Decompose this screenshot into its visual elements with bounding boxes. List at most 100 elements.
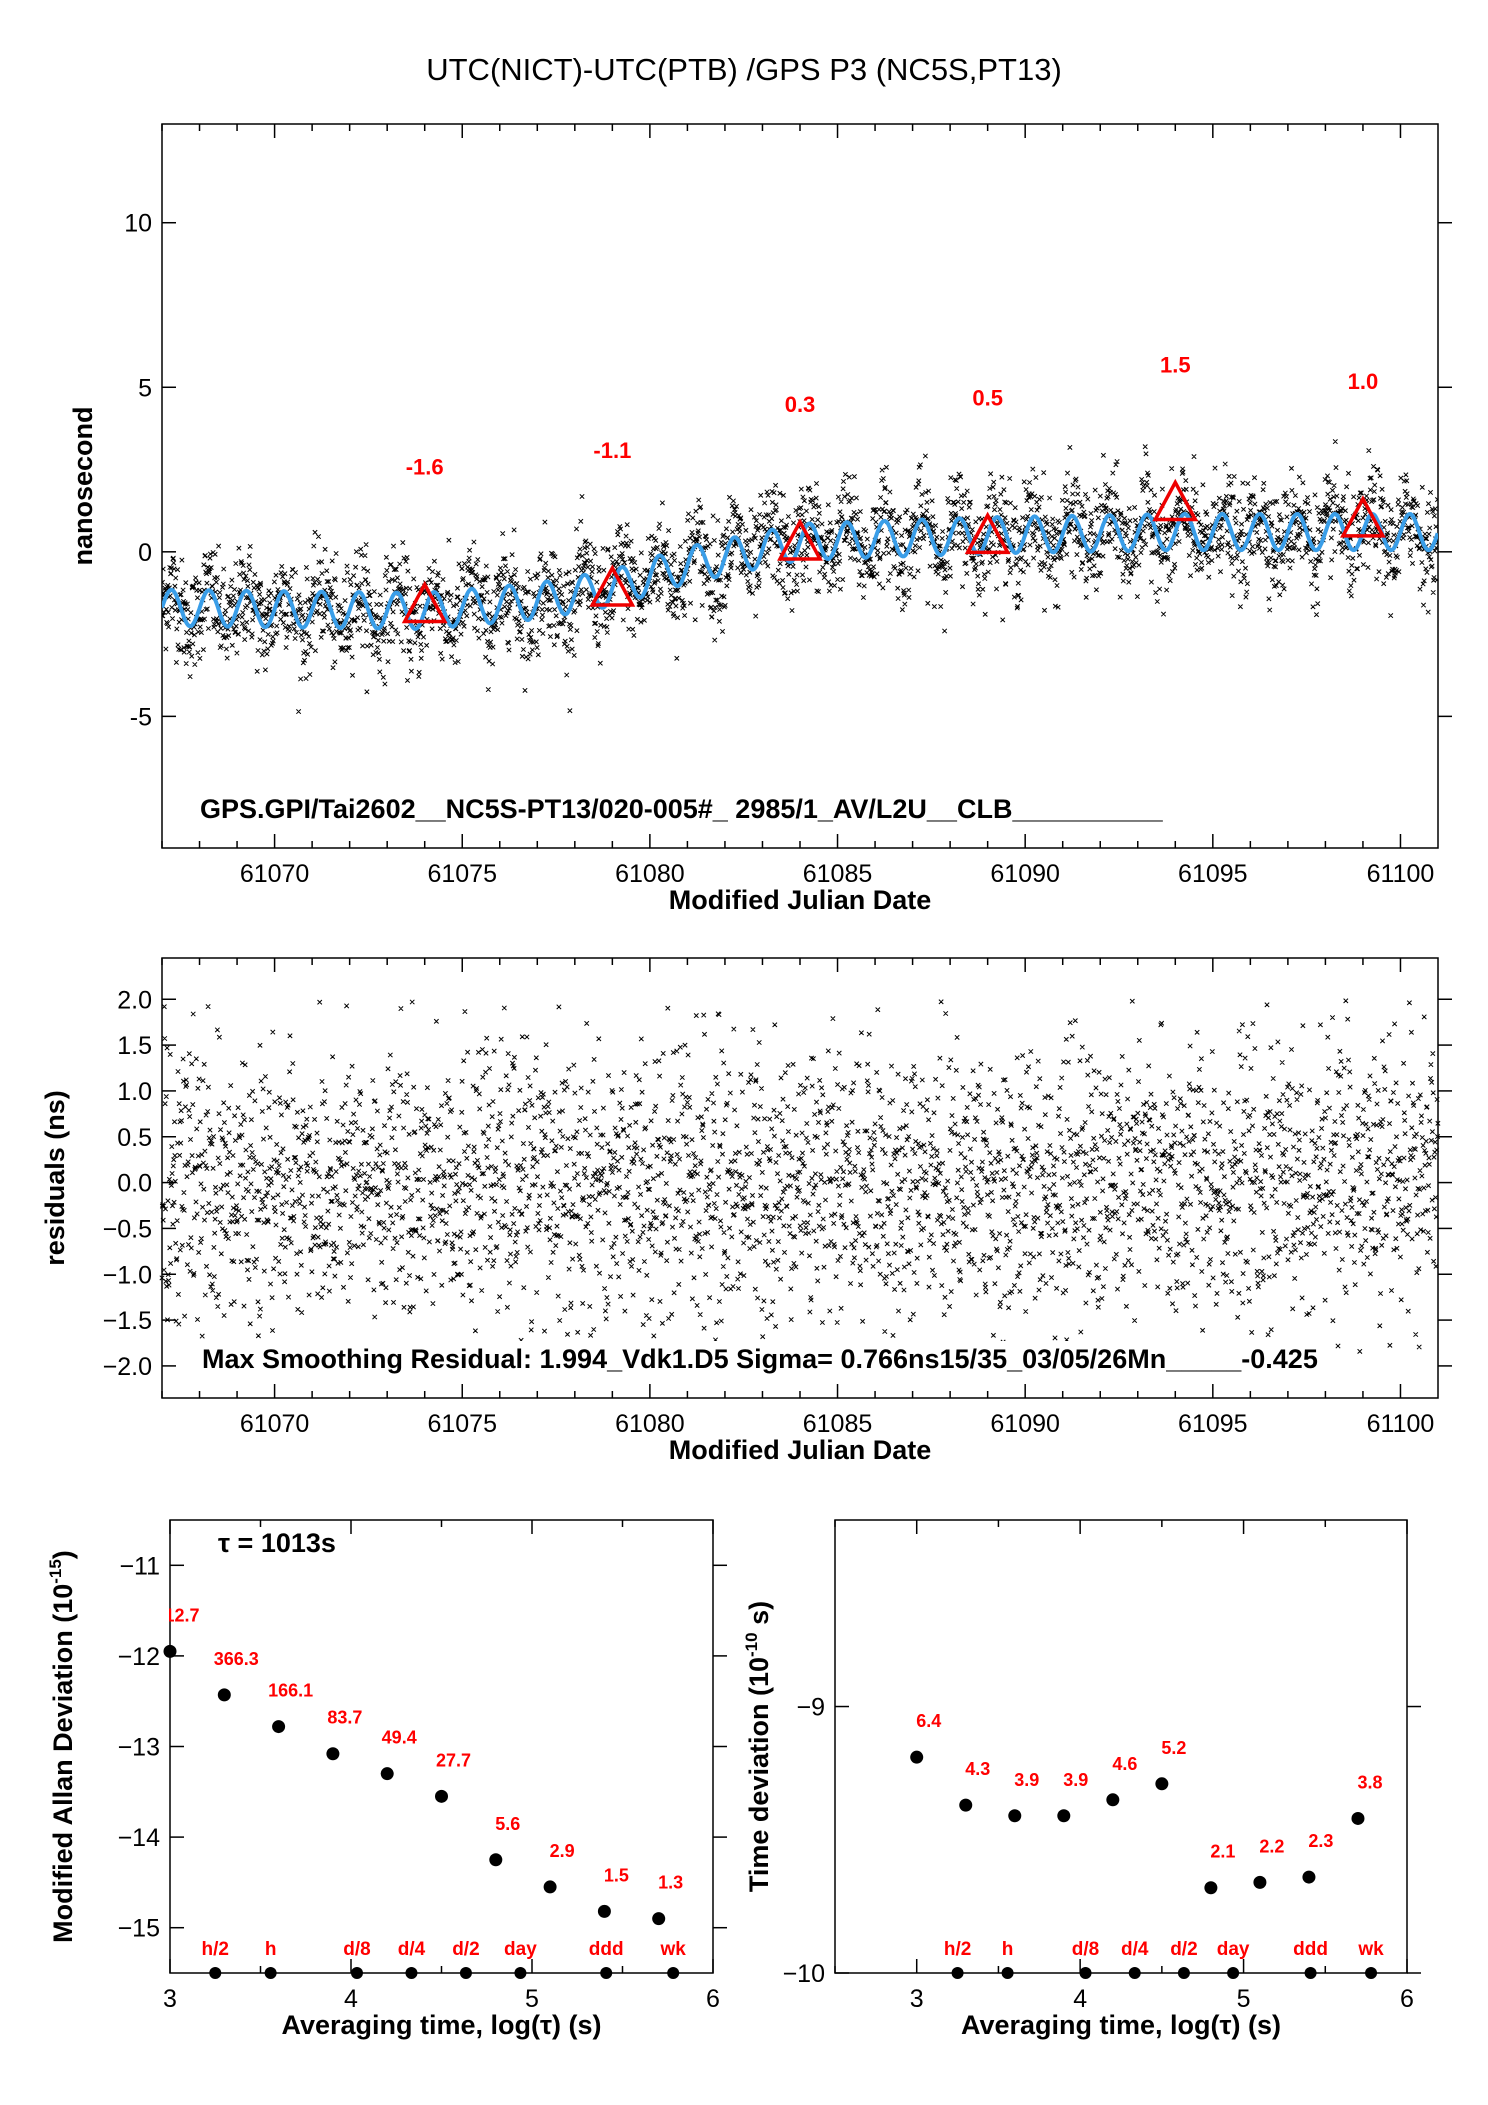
plot-area: [162, 439, 1438, 715]
smoothed-curve: [162, 511, 1438, 632]
data-point-label: 49.4: [382, 1728, 417, 1748]
data-point: [217, 1688, 231, 1702]
tau-marker-dot: [1079, 1967, 1092, 1979]
data-point-label: 166.1: [268, 1681, 313, 1701]
triangle-value-label: 0.3: [785, 392, 816, 417]
y-tick-label: 10: [124, 210, 152, 238]
data-point-label: 3.8: [1357, 1772, 1382, 1792]
tau-marker-dot: [951, 1967, 964, 1979]
triangle-marker: [589, 564, 636, 607]
x-tick-label: 61095: [1178, 1410, 1248, 1438]
data-point-label: 5.6: [495, 1814, 520, 1834]
y-tick-label: −15: [118, 1915, 160, 1943]
data-point-label: 2.1: [1210, 1842, 1235, 1862]
plot-area: 6.4 4.3 3.9 3.9 4.6 5.2 2.1 2.2 2.3 3.8: [916, 1711, 1382, 1862]
tau-marker-label: h/2: [202, 1939, 229, 1960]
tau-marker-dot: [1001, 1967, 1014, 1979]
tau-note: τ = 1013s: [218, 1528, 336, 1558]
tau-marker-label: day: [504, 1939, 537, 1960]
x-tick-label: 3: [163, 1985, 177, 2013]
data-point-label: 27.7: [436, 1750, 471, 1770]
x-tick-label: 61080: [615, 860, 685, 888]
tau-marker-label: d/2: [452, 1939, 479, 1960]
plot-frame: [169, 1519, 714, 1974]
tau-marker-dot: [1128, 1967, 1141, 1979]
y-axis-label-main: Modified Allan Deviation (10: [48, 1584, 78, 1943]
residual-scatter-points: [159, 998, 1441, 1365]
y-axis-label-end: ): [48, 1550, 78, 1559]
y-tick-label: 5: [138, 374, 152, 402]
annotation-text: Max Smoothing Residual: 1.994_Vdk1.D5 Si…: [202, 1344, 1318, 1374]
data-point-label: 2.3: [1308, 1831, 1333, 1851]
plot-frame: [161, 123, 1439, 849]
x-tick-label: 4: [1073, 1985, 1087, 2013]
x-axis-label: Averaging time, log(τ) (s): [961, 2010, 1281, 2040]
triangle-value-label: 1.0: [1348, 369, 1379, 394]
tau-marker-label: ddd: [589, 1939, 624, 1960]
data-scatter-points: [162, 439, 1438, 715]
x-tick-label: 61090: [990, 1410, 1060, 1438]
data-point-label: 5.2: [1161, 1738, 1186, 1758]
data-point: [489, 1853, 503, 1867]
tau-marker-label: d/4: [1121, 1939, 1149, 1960]
y-axis-label-exponent: -10: [742, 1632, 761, 1657]
tau-marker-label: d/2: [1170, 1939, 1197, 1960]
data-point-label: 3.9: [1063, 1770, 1088, 1790]
y-tick-label: −2.0: [103, 1353, 152, 1381]
tau-marker-dot: [600, 1967, 613, 1979]
tau-marker-label: d/8: [1072, 1939, 1099, 1960]
annotation-text: GPS.GPI/Tai2602__NC5S-PT13/020-005#_ 298…: [200, 794, 1164, 824]
y-tick-label: −14: [118, 1824, 161, 1852]
data-point-label: 1.3: [658, 1873, 683, 1893]
tau-marker-dot: [1177, 1967, 1190, 1979]
y-tick-label: 1.0: [117, 1078, 152, 1106]
plot-area: 12.7 366.3 166.1 83.7 49.4 27.7 5.6 2.9 1.5 1.3: [164, 1605, 683, 1893]
x-tick-label: 5: [525, 1985, 539, 2013]
y-axis-label: nanosecond: [68, 406, 98, 565]
data-point-label: 3.9: [1014, 1770, 1039, 1790]
data-point: [1204, 1881, 1218, 1895]
x-tick-label: 61075: [427, 860, 497, 888]
y-tick-label: -5: [130, 703, 152, 731]
tau-marker-label: h/2: [944, 1939, 971, 1960]
y-tick-label: 1.5: [117, 1032, 152, 1060]
tau-marker-dot: [1227, 1967, 1240, 1979]
y-tick-label: −1.0: [103, 1261, 152, 1289]
x-axis-label: Modified Julian Date: [669, 885, 932, 915]
data-point-label: 366.3: [214, 1649, 259, 1669]
x-tick-label: 61070: [240, 860, 310, 888]
data-point: [326, 1747, 340, 1761]
residuals-panel: 61070 61075 61080 61085 61090 61095 61100 −2.0 −…: [40, 957, 1452, 1465]
data-point: [163, 1644, 177, 1658]
tau-marker-dot: [1365, 1967, 1378, 1979]
x-axis-label: Averaging time, log(τ) (s): [281, 2010, 601, 2040]
triangle-value-label: 1.5: [1160, 352, 1191, 377]
y-axis-label-main: Time deviation (10: [744, 1657, 774, 1892]
y-tick-label: −11: [119, 1552, 160, 1580]
y-tick-label: −1.5: [103, 1307, 152, 1335]
x-tick-label: 61080: [615, 1410, 685, 1438]
y-tick-label: 0.5: [117, 1124, 152, 1152]
time-deviation-panel: 3 4 5 6 −10 −9 6.4 4.3 3.9 3.9 4.6 5.2 2.1 2.2 2.3 3.8 h…: [742, 1519, 1421, 2040]
data-point-label: 6.4: [916, 1711, 941, 1731]
tau-marker-dot: [1304, 1967, 1317, 1979]
data-point-label: 4.3: [965, 1759, 990, 1779]
data-point: [435, 1789, 448, 1803]
x-tick-label: 61095: [1178, 860, 1248, 888]
y-axis-label: Modified Allan Deviation (10-15): [46, 1550, 78, 1943]
y-tick-label: −0.5: [103, 1215, 152, 1243]
tau-marker-label: wk: [660, 1939, 687, 1960]
y-axis-label: Time deviation (10-10 s): [742, 1601, 774, 1892]
data-point-label: 12.7: [164, 1605, 199, 1625]
x-tick-label: 6: [706, 1985, 720, 2013]
triangle-value-label: 0.5: [972, 385, 1003, 410]
x-tick-label: 6: [1400, 1985, 1414, 2013]
x-axis-label: Modified Julian Date: [669, 1435, 932, 1465]
data-point: [1253, 1875, 1267, 1889]
data-point: [272, 1720, 286, 1734]
x-tick-label: 61085: [803, 860, 873, 888]
tau-marker-dot: [264, 1967, 277, 1979]
x-tick-label: 61100: [1367, 860, 1435, 888]
x-tick-label: 61075: [427, 1410, 497, 1438]
